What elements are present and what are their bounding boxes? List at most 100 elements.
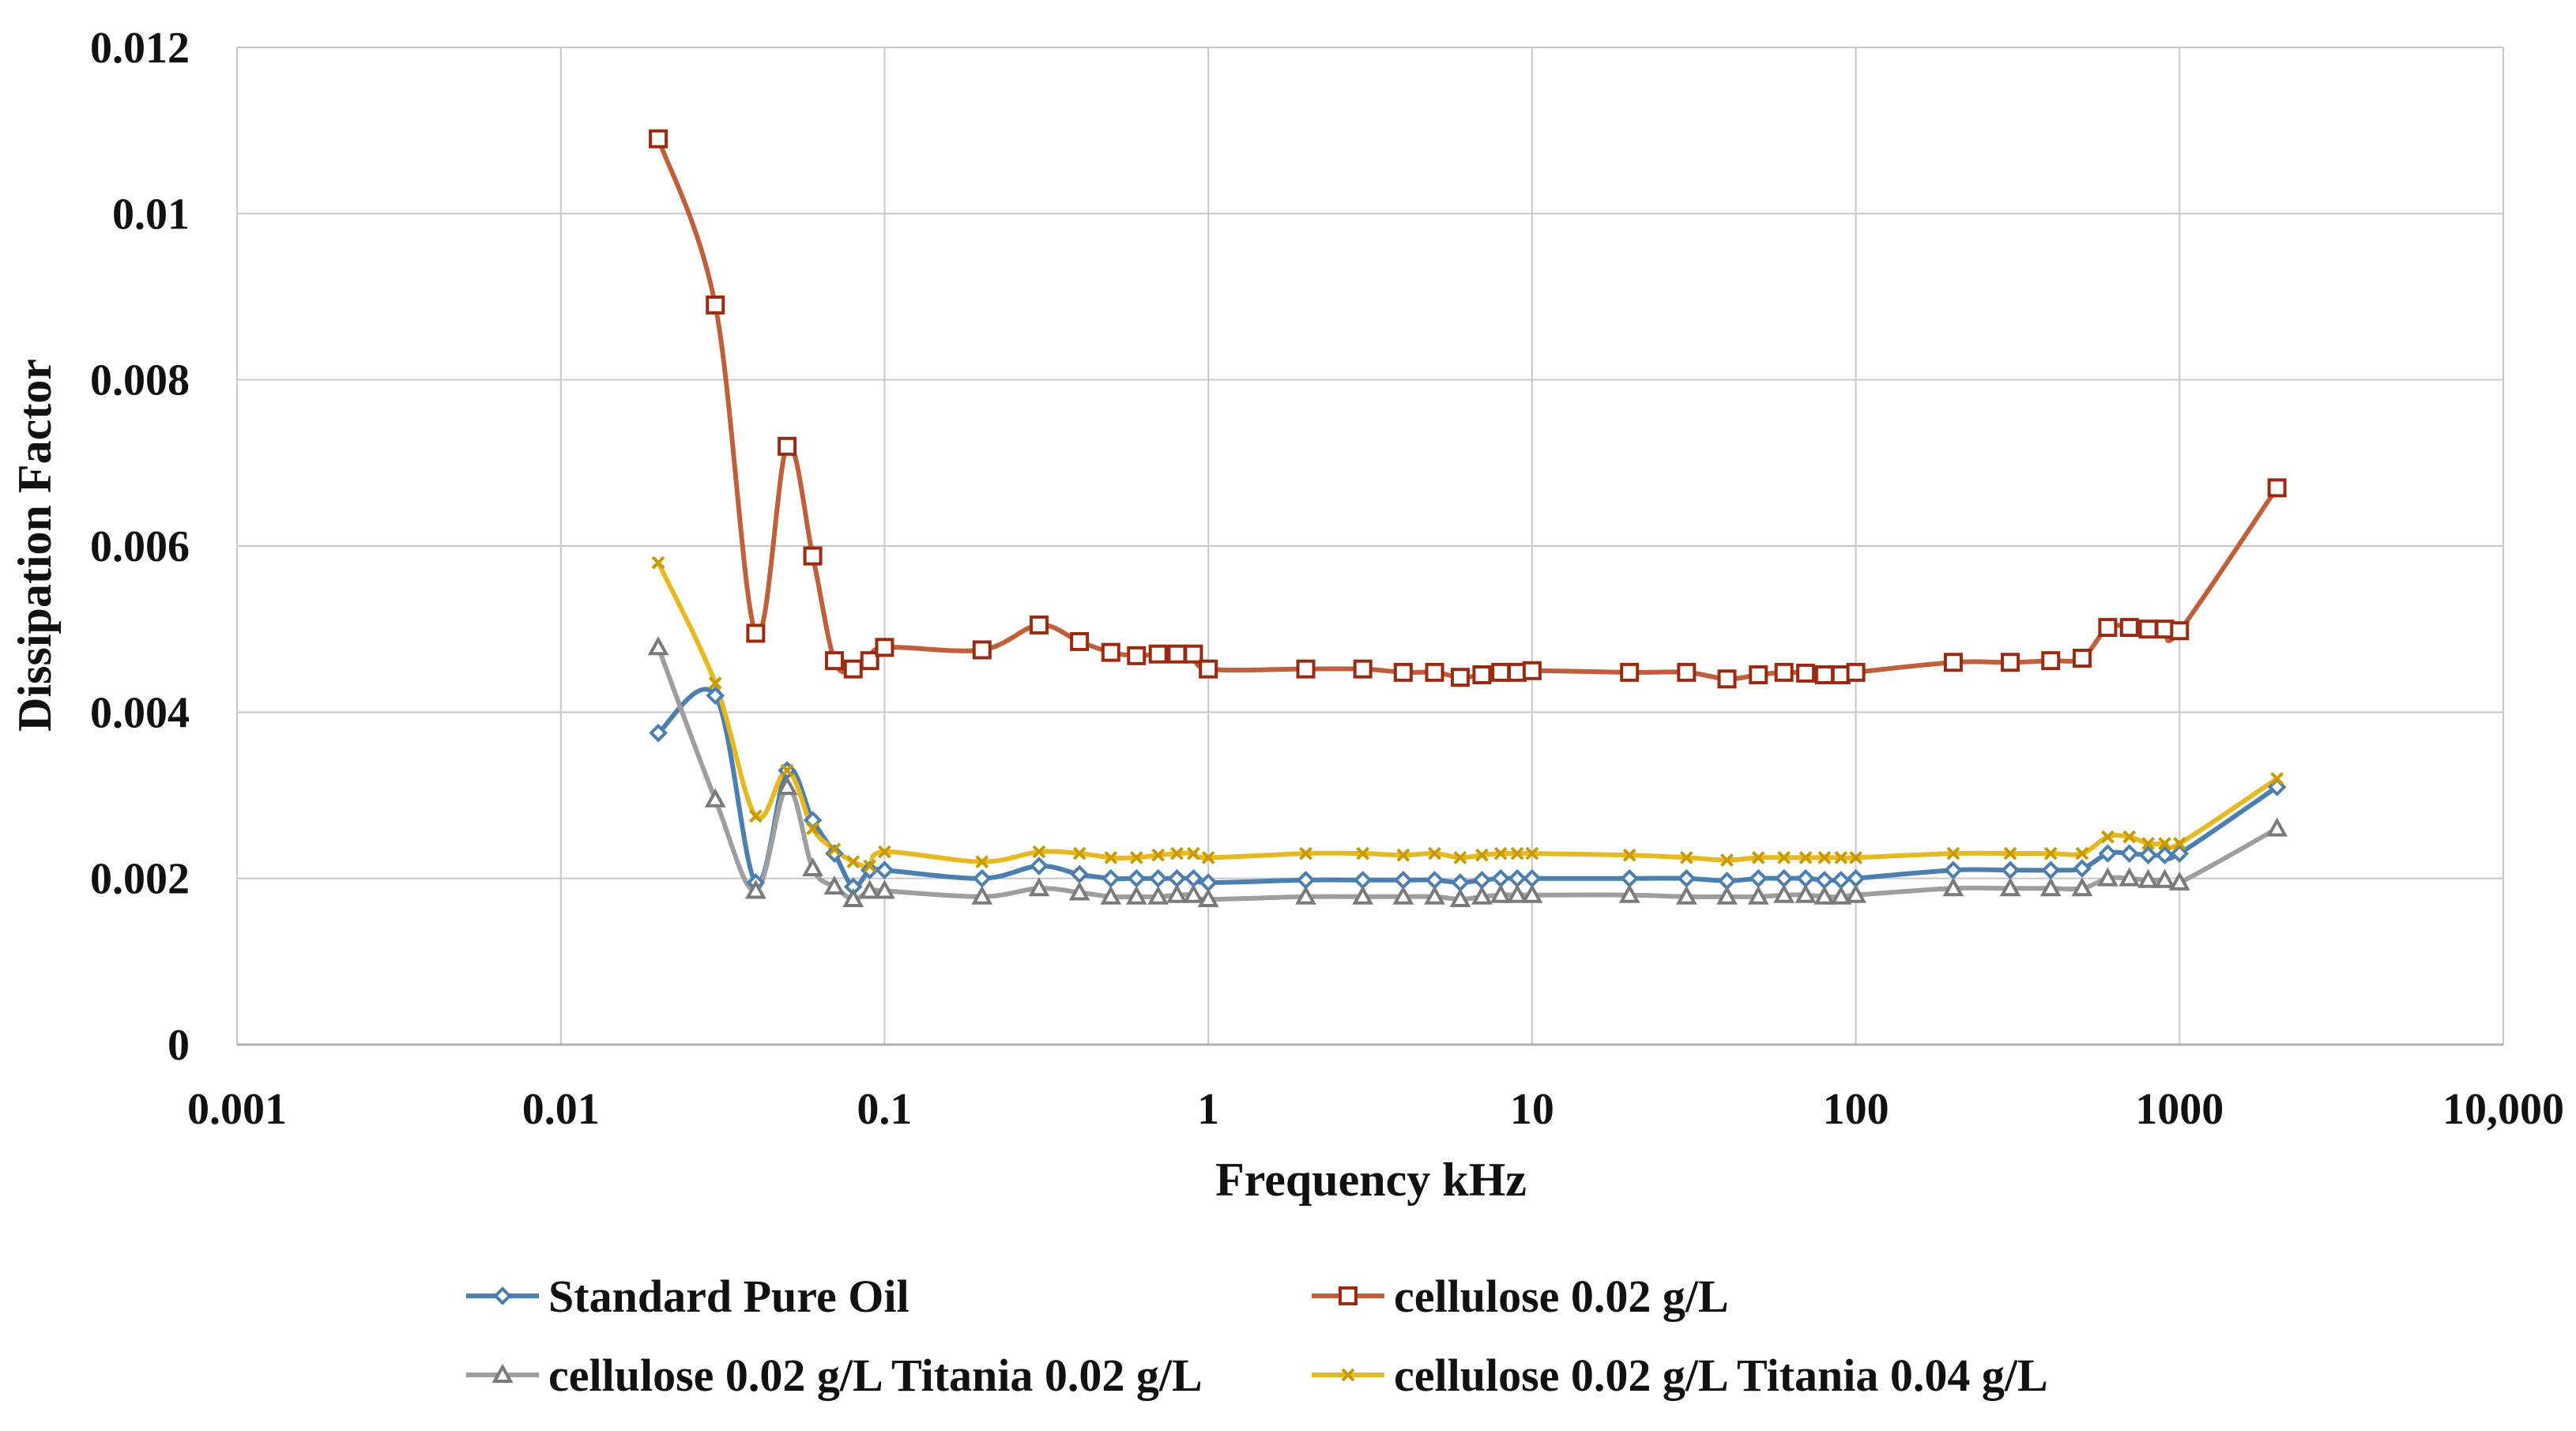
x-stroke xyxy=(1453,850,1467,864)
triangle-point xyxy=(2118,867,2141,887)
x-stroke xyxy=(1849,850,1862,864)
square-point xyxy=(1846,662,1866,682)
x-tick-label: 1 xyxy=(1197,1085,1219,1134)
x-point xyxy=(1622,848,1636,862)
diamond-point xyxy=(1030,857,1049,876)
y-tick-label: 0.008 xyxy=(90,356,190,405)
square-point xyxy=(2170,621,2190,641)
x-stroke xyxy=(2122,830,2137,844)
x-point xyxy=(1834,850,1848,864)
x-point xyxy=(1299,846,1312,860)
diamond-point xyxy=(2155,845,2175,865)
square-point xyxy=(1774,662,1794,682)
x-tick-label: 1000 xyxy=(2135,1085,2224,1134)
square-point xyxy=(2267,478,2287,498)
x-tick-label: 0.1 xyxy=(857,1085,912,1134)
x-stroke xyxy=(2043,846,2058,860)
triangle-point xyxy=(1068,881,1090,901)
triangle-point xyxy=(2071,877,2093,897)
y-tick-label: 0.006 xyxy=(90,522,190,571)
x-point xyxy=(1751,850,1765,864)
x-point xyxy=(2100,830,2115,844)
x-stroke xyxy=(1151,848,1166,862)
diamond-point xyxy=(1749,868,1768,888)
diamond-point xyxy=(1101,868,1120,888)
x-stroke xyxy=(1104,850,1118,864)
x-stroke xyxy=(1525,846,1539,860)
y-tick-label: 0.01 xyxy=(112,190,190,239)
triangle-point xyxy=(1618,883,1640,903)
x-stroke xyxy=(1032,845,1046,859)
square-point xyxy=(1620,662,1640,682)
legend-entry-2: cellulose 0.02 g/L xyxy=(1312,1271,1729,1322)
legend-entry-4: cellulose 0.02 g/L Titania 0.04 g/L xyxy=(1312,1350,2048,1401)
triangle-point xyxy=(1182,883,1204,903)
x-point xyxy=(708,676,722,690)
diamond-point xyxy=(2138,845,2158,865)
square-point xyxy=(824,651,844,671)
square-point xyxy=(1296,659,1316,679)
triangle-point xyxy=(1147,885,1169,905)
triangle-point xyxy=(859,879,881,899)
x-point xyxy=(1104,850,1118,864)
x-stroke xyxy=(1299,846,1312,860)
legend-entry-1: Standard Pure Oil xyxy=(466,1271,910,1322)
x-stroke xyxy=(878,845,891,859)
triangle-point xyxy=(1773,883,1795,903)
series-markers xyxy=(647,129,2288,907)
x-point xyxy=(1474,848,1489,862)
square-point xyxy=(1167,644,1187,664)
square-point xyxy=(1127,646,1147,665)
triangle-point xyxy=(802,857,823,877)
x-point xyxy=(2075,846,2089,860)
square-point xyxy=(2001,653,2021,672)
x-tick-label: 100 xyxy=(1823,1085,1889,1134)
x-point xyxy=(827,842,842,857)
x-stroke xyxy=(1679,850,1693,864)
square-point xyxy=(2041,651,2061,671)
x-stroke xyxy=(1474,848,1489,862)
x-point xyxy=(651,555,665,570)
square-point xyxy=(803,546,823,566)
square-point xyxy=(1070,631,1090,651)
square-point xyxy=(1393,662,1413,682)
x-stroke xyxy=(1817,850,1832,864)
square-point xyxy=(2119,618,2139,638)
x-stroke xyxy=(708,676,722,690)
triangle-point xyxy=(2266,817,2288,837)
triangle-point xyxy=(1449,887,1471,907)
square-point xyxy=(2138,619,2158,639)
triangle-point xyxy=(647,636,669,656)
diamond-point xyxy=(1127,868,1147,888)
x-stroke xyxy=(806,822,819,835)
triangle-point xyxy=(1125,885,1147,905)
square-point xyxy=(1717,669,1737,689)
x-point xyxy=(1396,848,1410,862)
x-point xyxy=(1453,850,1467,864)
x-stroke xyxy=(1396,848,1410,862)
x-point xyxy=(780,763,794,778)
triangle-point xyxy=(1999,877,2021,897)
square-point xyxy=(706,296,725,315)
triangle-point xyxy=(1942,877,1964,897)
x-point xyxy=(1525,846,1539,860)
y-axis-title: Dissipation Factor xyxy=(9,359,61,732)
triangle-point xyxy=(842,887,864,907)
x-point xyxy=(863,859,877,873)
diamond-point xyxy=(825,844,844,863)
triangle-point xyxy=(971,885,993,905)
legend-label: Standard Pure Oil xyxy=(548,1271,910,1322)
square-point xyxy=(1796,663,1816,683)
series-markers-3 xyxy=(647,636,2288,907)
x-tick-label: 10 xyxy=(1510,1085,1554,1134)
legend-label: cellulose 0.02 g/L Titania 0.02 g/L xyxy=(548,1350,1203,1401)
triangle-point xyxy=(744,879,766,899)
triangle-point xyxy=(1747,885,1769,905)
square-point xyxy=(972,640,992,660)
x-stroke xyxy=(827,842,842,857)
x-point xyxy=(1817,850,1832,864)
square-point xyxy=(1184,644,1203,664)
x-stroke xyxy=(651,555,665,570)
